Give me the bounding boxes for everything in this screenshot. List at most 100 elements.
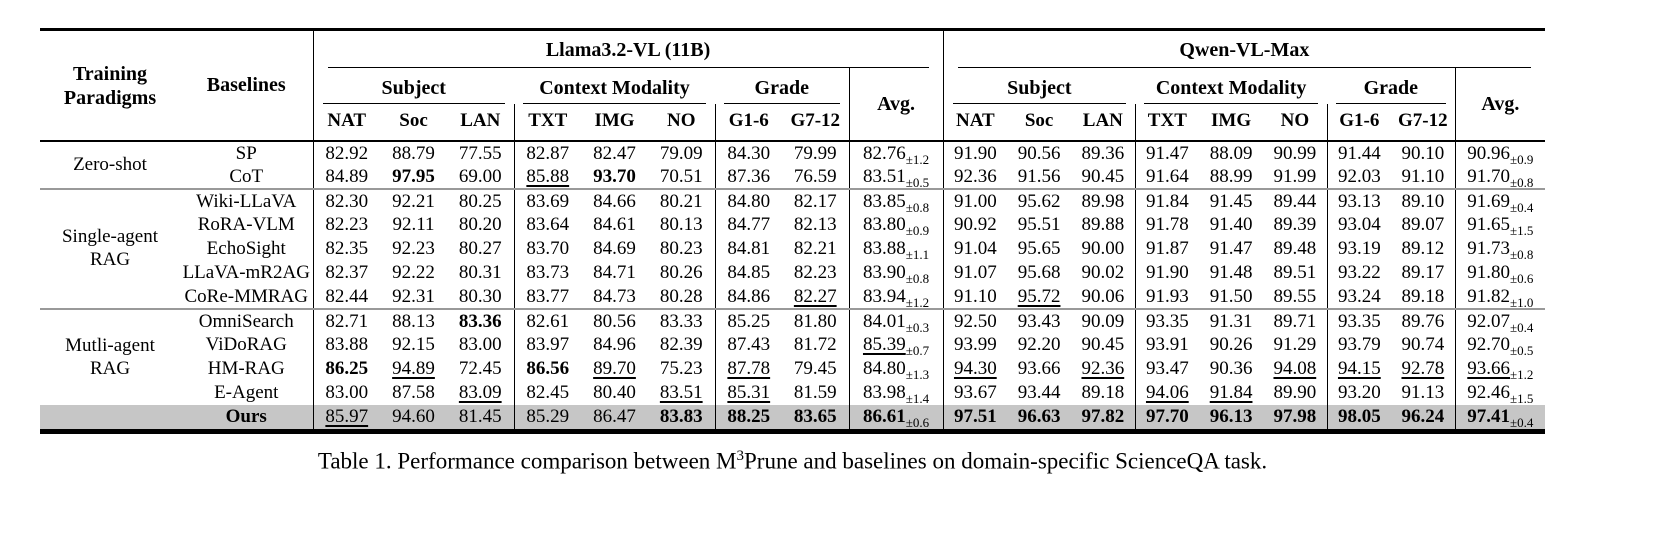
table-cell: 84.66 <box>581 188 648 213</box>
col-header-lan: LAN <box>1071 104 1136 142</box>
table-row: Mutli-agent RAG OmniSearch 82.71 88.13 83.36… <box>40 308 1546 405</box>
paradigm-label: Mutli-agent RAG <box>40 308 180 405</box>
table-cell: 85.31 <box>714 381 782 405</box>
table-cell: 91.65±1.5 <box>1454 213 1546 237</box>
table-cell: 83.73 <box>513 261 581 285</box>
table-cell: 89.76 <box>1391 308 1456 333</box>
table-cell: 86.47 <box>581 405 648 429</box>
col-header-lan: LAN <box>447 104 514 142</box>
table-cell: 83.88±1.1 <box>848 237 944 261</box>
table-cell: 91.47 <box>1209 238 1253 260</box>
table-cell: 85.25 <box>714 308 782 333</box>
table-cell: 89.10 <box>1391 188 1456 213</box>
table-cell: 82.76±1.2 <box>848 141 944 165</box>
table-cell: 93.22 <box>1326 261 1392 285</box>
table-cell: 91.44 <box>1326 141 1392 165</box>
table-cell: 90.45 <box>1081 334 1125 356</box>
table-cell: 89.71 <box>1263 308 1328 333</box>
table-row: RoRA-VLM 82.23 92.11 80.20 83.64 84.61 80.13 84… <box>40 213 1546 237</box>
col-header-avg: Avg. <box>848 68 944 142</box>
table-row: Single-agent RAG Wiki-LLaVA 82.30 92.21 80.2… <box>40 188 1546 309</box>
table-cell: 84.71 <box>593 262 636 284</box>
table-cell: 93.91 <box>1134 333 1200 357</box>
col-header-soc: Soc <box>380 104 447 142</box>
baseline-name: E-Agent <box>214 382 279 404</box>
table-cell: 89.36 <box>1081 142 1125 164</box>
results-table: Training Paradigms Baselines Llama3.2-VL… <box>40 28 1546 429</box>
table-cell: 80.56 <box>581 308 648 333</box>
table-cell: 87.43 <box>714 333 782 357</box>
table-cell: 81.45 <box>447 405 514 429</box>
table-cell: 83.98±1.4 <box>848 381 944 405</box>
table-cell: 83.51±0.5 <box>848 165 944 189</box>
baseline-name: Ours <box>180 405 313 429</box>
baseline-name: ViDoRAG <box>205 334 287 356</box>
table-cell: 79.09 <box>659 142 703 164</box>
table-cell: 90.02 <box>1081 262 1125 284</box>
table-cell: 91.64 <box>1134 165 1200 189</box>
baseline-name: CoRe-MMRAG <box>184 285 308 307</box>
table-caption: Table 1. Performance comparison between … <box>40 448 1545 475</box>
table-cell: 89.48 <box>1273 238 1317 260</box>
table-cell: 89.39 <box>1273 214 1317 236</box>
table-cell: 85.39±0.7 <box>848 333 944 357</box>
table-header: Training Paradigms Baselines Llama3.2-VL… <box>40 29 1546 142</box>
col-header-baselines: Baselines <box>180 29 313 142</box>
table-cell: 81.72 <box>793 334 837 356</box>
table-cell: 83.85±0.8 <box>848 188 944 213</box>
table-cell: 93.35 <box>1134 308 1200 333</box>
baseline-name: Wiki-LLaVA <box>180 188 313 213</box>
table-cell: 91.73±0.8 <box>1454 237 1546 261</box>
training-paradigms-label: Training Paradigms <box>63 62 157 109</box>
table-cell: 91.99 <box>1273 165 1317 187</box>
table-cell: 82.71 <box>312 308 380 333</box>
table-cell: 98.05 <box>1326 405 1392 429</box>
table-cell: 84.30 <box>714 141 782 165</box>
table-cell: 80.28 <box>659 285 703 307</box>
table-cell: 90.10 <box>1401 142 1445 164</box>
table-cell: 91.90 <box>1134 261 1200 285</box>
table-cell: 91.78 <box>1134 213 1200 237</box>
table-cell: 82.47 <box>593 142 636 164</box>
table-cell: 93.43 <box>1007 308 1072 333</box>
table-cell: 90.74 <box>1401 334 1445 356</box>
table-cell: 84.85 <box>714 261 782 285</box>
table-cell: 84.86 <box>714 285 782 309</box>
table-cell: 93.13 <box>1326 188 1392 213</box>
model-llama-label: Llama3.2-VL (11B) <box>327 31 929 68</box>
table-cell: 95.62 <box>1007 188 1072 213</box>
table-cell: 83.00 <box>458 334 502 356</box>
table-cell: 80.25 <box>447 188 514 213</box>
table-cell: 87.78 <box>714 357 782 381</box>
table-row: HM-RAG 86.25 94.89 72.45 86.56 89.70 75.23 87.7… <box>40 357 1546 381</box>
table-cell: 82.39 <box>659 334 703 356</box>
table-cell: 86.61±0.6 <box>848 405 944 429</box>
table-cell: 92.31 <box>392 285 435 307</box>
table-cell: 83.09 <box>458 382 502 404</box>
table-cell: 95.72 <box>1017 285 1061 307</box>
table-cell: 80.20 <box>458 214 502 236</box>
table-cell: 92.36 <box>1081 358 1125 380</box>
col-header-img: IMG <box>1199 104 1264 142</box>
table-cell: 91.87 <box>1134 237 1200 261</box>
table-cell: 91.70±0.8 <box>1454 165 1546 189</box>
table-row: EchoSight 82.35 92.23 80.27 83.70 84.69 80.23 8… <box>40 237 1546 261</box>
table-cell: 82.87 <box>513 141 581 165</box>
table-cell: 89.51 <box>1273 262 1317 284</box>
table-cell: 93.44 <box>1017 382 1061 404</box>
table-cell: 90.45 <box>1081 165 1125 187</box>
table-cell: 76.59 <box>793 165 837 187</box>
table-cell: 91.56 <box>1017 165 1061 187</box>
table-cell: 80.27 <box>458 238 502 260</box>
baseline-name: HM-RAG <box>207 358 285 380</box>
paradigm-label: Single-agent RAG <box>40 188 180 309</box>
table-cell: 83.64 <box>513 213 581 237</box>
table-cell: 92.03 <box>1326 165 1392 189</box>
baseline-name: OmniSearch <box>180 308 313 333</box>
table-cell: 83.94±1.2 <box>848 285 944 309</box>
col-group-grade: Grade <box>1327 68 1455 104</box>
table-cell: 93.70 <box>593 165 636 187</box>
col-header-avg: Avg. <box>1454 68 1546 142</box>
table-cell: 84.73 <box>593 285 636 307</box>
table-cell: 93.24 <box>1326 285 1392 309</box>
